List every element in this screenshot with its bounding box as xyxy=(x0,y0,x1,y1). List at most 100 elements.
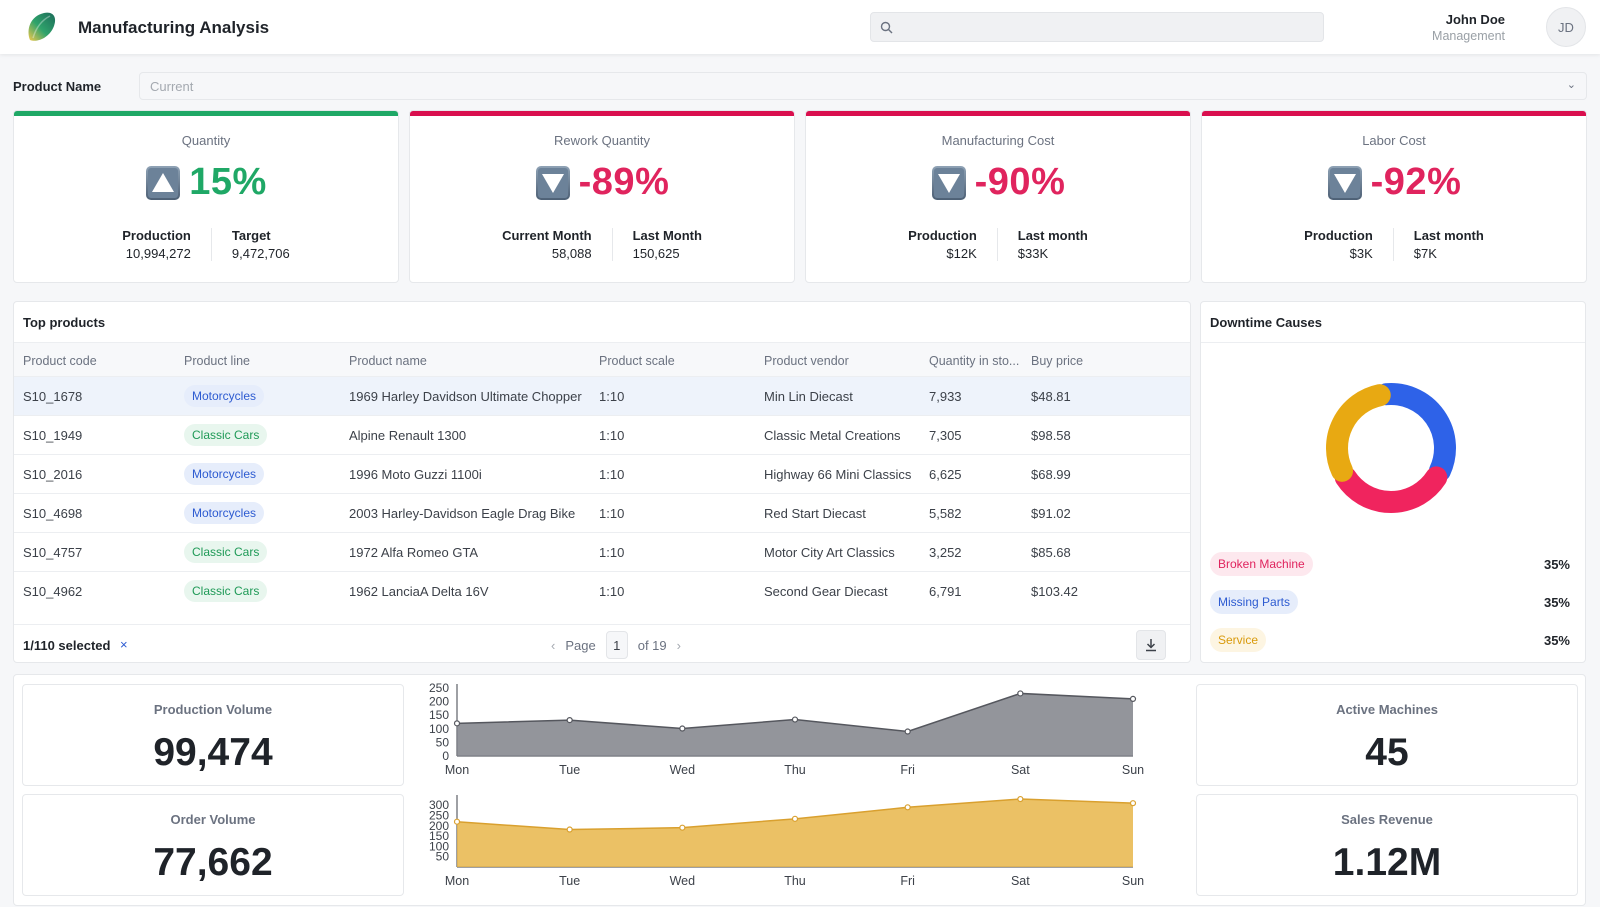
quantity-in-stock: 6,791 xyxy=(929,584,962,599)
column-header[interactable]: Buy price xyxy=(1031,354,1084,368)
divider xyxy=(1201,342,1585,343)
table-row[interactable]: S10_2016 Motorcycles 1996 Moto Guzzi 110… xyxy=(14,455,1190,494)
product-vendor: Red Start Diecast xyxy=(764,506,866,521)
kpi-value: 15% xyxy=(189,161,267,203)
user-name: John Doe xyxy=(1445,12,1505,27)
legend-item-broken-machine: Broken Machine 35% xyxy=(1210,552,1570,576)
chevron-left-icon[interactable]: ‹ xyxy=(551,637,556,653)
column-header[interactable]: Product name xyxy=(349,354,427,368)
kpi-left-value: $3K xyxy=(1349,246,1373,261)
kpi-title: Manufacturing Cost xyxy=(941,133,1055,148)
kpi-right-value: 9,472,706 xyxy=(231,246,290,261)
product-name: 1996 Moto Guzzi 1100i xyxy=(349,467,482,482)
quantity-in-stock: 3,252 xyxy=(929,545,962,560)
x-tick-label: Thu xyxy=(784,874,806,888)
legend-item-missing-parts: Missing Parts 35% xyxy=(1210,590,1570,614)
x-tick-label: Thu xyxy=(784,763,806,777)
product-name: 1972 Alfa Romeo GTA xyxy=(349,545,479,560)
y-tick-label: 200 xyxy=(429,695,449,709)
x-tick-label: Wed xyxy=(670,763,696,777)
area-fill xyxy=(457,693,1133,756)
product-scale: 1:10 xyxy=(599,506,625,521)
data-point[interactable] xyxy=(904,804,911,811)
search-input[interactable] xyxy=(870,12,1324,42)
y-tick-label: 100 xyxy=(429,722,449,736)
kpi-left-value: $12K xyxy=(946,246,977,261)
stat-value: 99,474 xyxy=(153,731,273,774)
kpi-value: -90% xyxy=(974,161,1066,203)
download-button[interactable] xyxy=(1136,630,1166,660)
column-header[interactable]: Product line xyxy=(184,354,251,368)
legend-label: Service xyxy=(1210,628,1267,652)
data-point[interactable] xyxy=(791,815,799,822)
product-line-chip: Classic Cars xyxy=(184,541,268,563)
y-tick-label: 50 xyxy=(436,850,450,864)
stat-label: Active Machines xyxy=(1336,702,1438,717)
y-tick-label: 200 xyxy=(429,819,449,833)
kpi-title: Labor Cost xyxy=(1362,133,1426,148)
avatar[interactable]: JD xyxy=(1546,7,1586,47)
product-code: S10_4962 xyxy=(23,584,83,599)
data-point[interactable] xyxy=(1017,795,1024,803)
column-header[interactable]: Product code xyxy=(23,354,97,368)
broken-machine-segment[interactable] xyxy=(1334,466,1448,513)
stat-label: Order Volume xyxy=(170,812,256,827)
kpi-value: -89% xyxy=(578,161,670,203)
table-row[interactable]: S10_4698 Motorcycles 2003 Harley-Davidso… xyxy=(14,494,1190,533)
product-vendor: Highway 66 Mini Classics xyxy=(764,467,912,482)
data-point[interactable] xyxy=(679,824,686,831)
data-point[interactable] xyxy=(679,725,686,732)
data-point[interactable] xyxy=(566,716,573,724)
y-tick-label: 150 xyxy=(429,829,449,843)
missing-parts-segment[interactable] xyxy=(1375,383,1456,482)
kpi-right-value: $7K xyxy=(1413,246,1437,261)
kpi-value: -92% xyxy=(1370,161,1462,203)
page-number-input[interactable]: 1 xyxy=(605,631,628,659)
data-point[interactable] xyxy=(453,720,461,727)
stat-label: Production Volume xyxy=(153,702,273,717)
product-line-chip: Motorcycles xyxy=(184,502,265,524)
clear-selection-icon[interactable]: × xyxy=(120,637,128,652)
x-tick-label: Mon xyxy=(445,763,469,777)
x-tick-label: Fri xyxy=(900,763,915,777)
trend-up-icon xyxy=(146,165,181,200)
product-name: 2003 Harley-Davidson Eagle Drag Bike xyxy=(349,506,576,521)
x-tick-label: Tue xyxy=(559,763,580,777)
kpi-left-value: 10,994,272 xyxy=(125,246,191,261)
table-row[interactable]: S10_4962 Classic Cars 1962 LanciaA Delta… xyxy=(14,572,1190,611)
product-code: S10_4698 xyxy=(23,506,83,521)
data-point[interactable] xyxy=(453,818,461,825)
product-scale: 1:10 xyxy=(599,389,625,404)
chevron-right-icon[interactable]: › xyxy=(676,637,681,653)
data-point[interactable] xyxy=(1129,695,1137,702)
kpi-accent-bar xyxy=(1202,111,1586,116)
data-point[interactable] xyxy=(566,826,573,833)
product-vendor: Min Lin Diecast xyxy=(764,389,853,404)
buy-price: $85.68 xyxy=(1031,545,1071,560)
legend-value: 35% xyxy=(1543,633,1570,648)
data-point[interactable] xyxy=(791,716,799,723)
column-header[interactable]: Quantity in sto... xyxy=(929,354,1020,368)
kpi-card-labor-cost: Labor Cost -92% Production $3K Last month… xyxy=(1201,110,1587,283)
table-row[interactable]: S10_4757 Classic Cars 1972 Alfa Romeo GT… xyxy=(14,533,1190,572)
product-name-select[interactable]: Current ⌄ xyxy=(139,72,1587,100)
x-tick-label: Fri xyxy=(900,874,915,888)
data-point[interactable] xyxy=(1129,800,1137,807)
y-tick-label: 50 xyxy=(436,735,450,749)
product-name: Alpine Renault 1300 xyxy=(349,428,467,443)
column-header[interactable]: Product vendor xyxy=(764,354,849,368)
app-header: Manufacturing Analysis John Doe Manageme… xyxy=(0,0,1600,54)
column-header[interactable]: Product scale xyxy=(599,354,675,368)
table-row[interactable]: S10_1678 Motorcycles 1969 Harley Davidso… xyxy=(14,377,1190,416)
kpi-left-label: Production xyxy=(908,228,977,243)
order-volume-card: Order Volume 77,662 xyxy=(22,794,404,896)
quantity-in-stock: 5,582 xyxy=(929,506,962,521)
table-row[interactable]: S10_1949 Classic Cars Alpine Renault 130… xyxy=(14,416,1190,455)
trend-down-icon xyxy=(1327,165,1362,200)
data-point[interactable] xyxy=(904,728,911,735)
service-segment[interactable] xyxy=(1326,384,1391,482)
data-point[interactable] xyxy=(1017,690,1024,697)
pagination: ‹ Page 1 of 19 › xyxy=(551,631,681,659)
kpi-left-label: Production xyxy=(1304,228,1373,243)
product-scale: 1:10 xyxy=(599,428,625,443)
